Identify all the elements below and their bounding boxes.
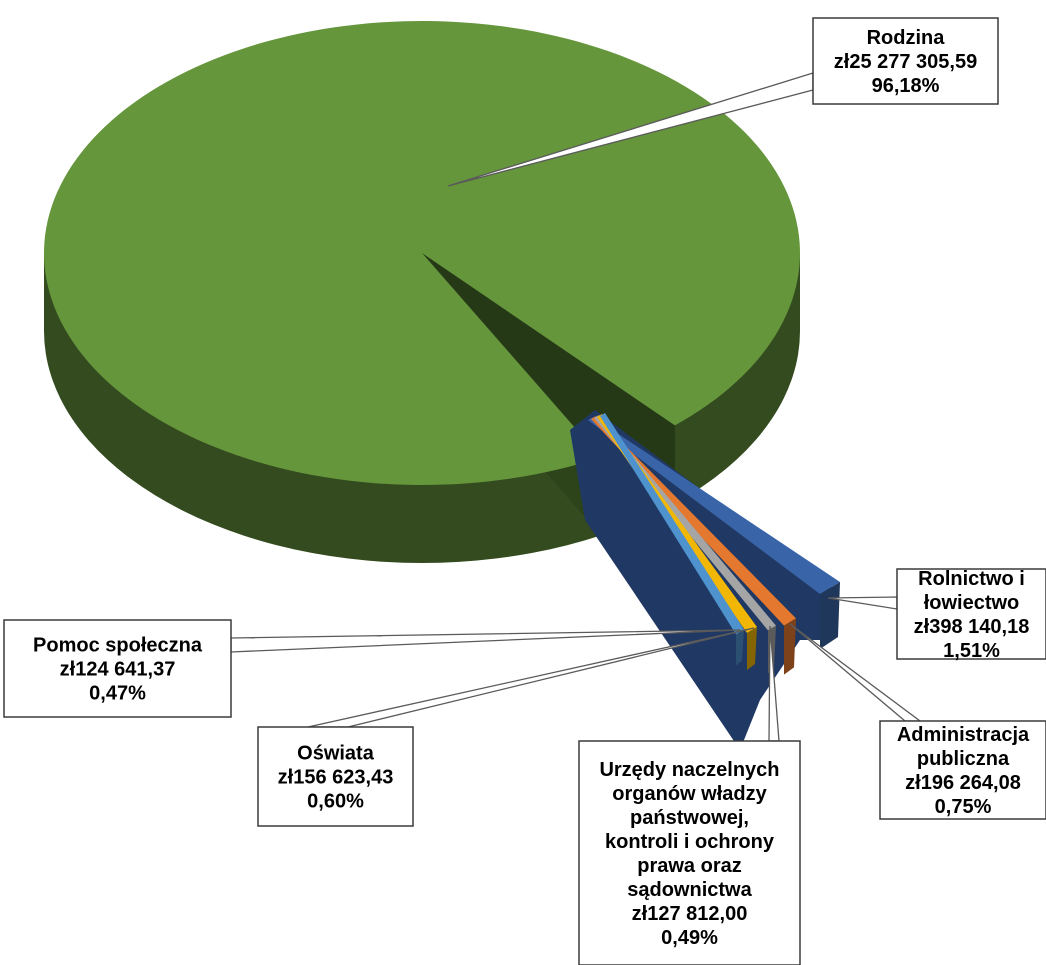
label-percent: 0,47% [89, 683, 146, 705]
label-name: Pomoc społeczna [33, 635, 203, 657]
label-value: zł398 140,18 [914, 616, 1030, 638]
label-name: publiczna [917, 748, 1010, 770]
label-value: zł156 623,43 [278, 767, 394, 789]
pie-slice-rodzina [44, 20, 801, 485]
label-name: łowiectwo [924, 592, 1020, 614]
label-percent: 1,51% [943, 640, 1000, 662]
pie-slice-rolnictwo-i-lowiectwo [588, 417, 840, 594]
label-percent: 0,75% [935, 796, 992, 818]
label-value: zł124 641,37 [60, 659, 176, 681]
label-name: Oświata [297, 743, 375, 765]
label-percent: 0,60% [307, 791, 364, 813]
label-name: państwowej, [630, 807, 749, 829]
label-percent: 0,49% [661, 927, 718, 949]
label-name: organów władzy [612, 783, 767, 805]
pie-slice-pomoc-spoleczna [600, 413, 744, 635]
label-name: sądownictwa [627, 879, 752, 901]
label-name: Administracja [897, 724, 1030, 746]
label-value: zł127 812,00 [632, 903, 748, 925]
pie-slice-administracja-publiczna-side [784, 618, 796, 675]
label-name: Urzędy naczelnych [599, 759, 779, 781]
label-name: Rodzina [867, 27, 946, 49]
label-name: kontroli i ochrony [605, 831, 775, 853]
label-value: zł25 277 305,59 [834, 51, 977, 73]
label-name: prawa oraz [637, 855, 741, 877]
pie-slice-oswiata-side [747, 627, 757, 670]
label-percent: 96,18% [872, 75, 940, 97]
label-name: Rolnictwo i [918, 568, 1025, 590]
pie-slice-pomoc-spoleczna-side [736, 629, 744, 666]
label-value: zł196 264,08 [905, 772, 1021, 794]
